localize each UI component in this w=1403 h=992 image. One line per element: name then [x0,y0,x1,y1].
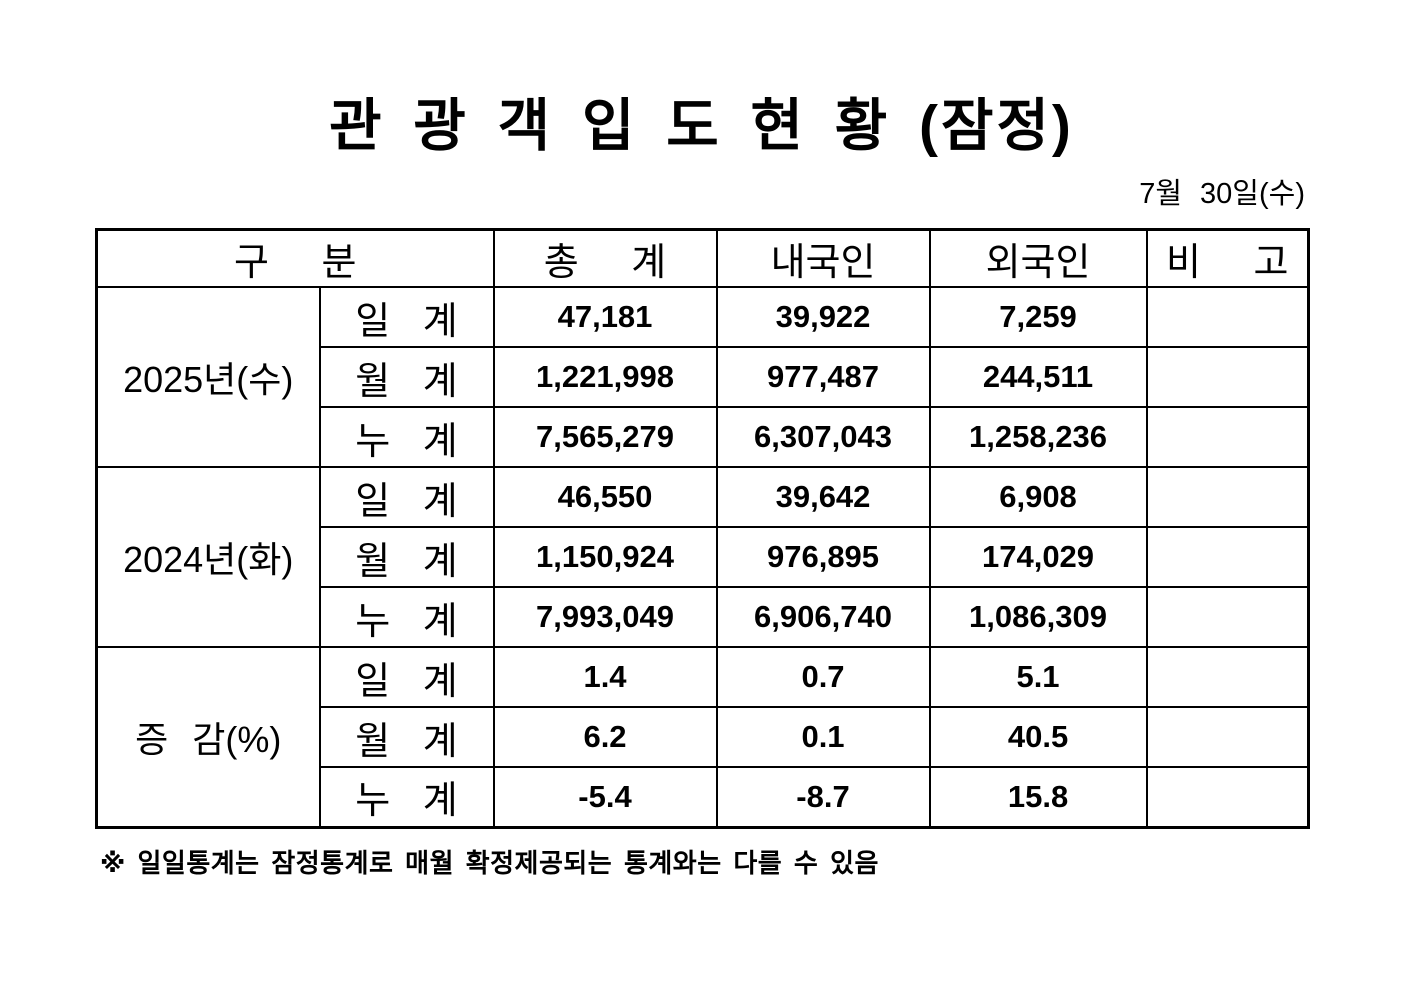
foreign-value: 5.1 [928,646,1148,708]
table-row: 월 계 1,150,924 976,895 174,029 [97,526,1310,588]
header-gubun: 구 분 [95,228,495,288]
note-cell [1145,466,1310,528]
foreign-value: 1,258,236 [928,406,1148,468]
header-note: 비 고 [1145,228,1310,288]
table-row: 누 계 7,993,049 6,906,740 1,086,309 [97,586,1310,648]
note-cell [1145,346,1310,408]
note-cell [1145,706,1310,768]
total-value: 46,550 [492,466,718,528]
table-header-row: 구 분 총 계 내국인 외국인 비 고 [95,228,1310,288]
header-total: 총 계 [492,228,718,288]
total-value: 6.2 [492,706,718,768]
table-row: 증 감(%) 일 계 1.4 0.7 5.1 [95,646,1310,828]
period-label: 누 계 [318,586,495,648]
table-row: 누 계 -5.4 -8.7 15.8 [97,766,1310,828]
note-cell [1145,286,1310,348]
domestic-value: 0.7 [715,646,931,708]
total-value: 47,181 [492,286,718,348]
note-cell [1145,526,1310,588]
domestic-value: 39,642 [715,466,931,528]
footnote: ※ 일일통계는 잠정통계로 매월 확정제공되는 통계와는 다를 수 있음 [100,847,879,878]
domestic-value: 977,487 [715,346,931,408]
tourist-arrival-table: 구 분 총 계 내국인 외국인 비 고 2025년(수) 일 계 47,181 … [95,228,1311,829]
total-value: -5.4 [492,766,718,828]
page-title: 관 광 객 입 도 현 황 (잠정) [329,94,1074,158]
foreign-value: 244,511 [928,346,1148,408]
foreign-value: 15.8 [928,766,1148,828]
header-foreign: 외국인 [928,228,1148,288]
domestic-value: 39,922 [715,286,931,348]
foreign-value: 1,086,309 [928,586,1148,648]
foreign-value: 6,908 [928,466,1148,528]
total-value: 7,993,049 [492,586,718,648]
total-value: 1,221,998 [492,346,718,408]
domestic-value: 0.1 [715,706,931,768]
table-row: 2024년(화) 일 계 46,550 39,642 6,908 [95,466,1310,648]
period-label: 월 계 [318,526,495,588]
note-cell [1145,406,1310,468]
table-row: 누 계 7,565,279 6,307,043 1,258,236 [97,406,1310,468]
total-value: 7,565,279 [492,406,718,468]
row-group-label-2024: 2024년(화) [95,466,321,648]
domestic-value: 6,307,043 [715,406,931,468]
report-date: 7월 30일(수) [1139,178,1305,210]
period-label: 누 계 [318,766,495,828]
row-group-label-2025: 2025년(수) [95,286,321,468]
foreign-value: 40.5 [928,706,1148,768]
domestic-value: -8.7 [715,766,931,828]
row-group-label-change: 증 감(%) [95,646,321,828]
table-row: 2025년(수) 일 계 47,181 39,922 7,259 [95,286,1310,468]
period-label: 누 계 [318,406,495,468]
domestic-value: 976,895 [715,526,931,588]
foreign-value: 7,259 [928,286,1148,348]
note-cell [1145,586,1310,648]
table-row: 월 계 1,221,998 977,487 244,511 [97,346,1310,408]
total-value: 1,150,924 [492,526,718,588]
period-label: 월 계 [318,706,495,768]
period-label: 월 계 [318,346,495,408]
header-domestic: 내국인 [715,228,931,288]
domestic-value: 6,906,740 [715,586,931,648]
period-label: 일 계 [318,466,495,528]
period-label: 일 계 [318,646,495,708]
total-value: 1.4 [492,646,718,708]
table-row: 월 계 6.2 0.1 40.5 [97,706,1310,768]
note-cell [1145,646,1310,708]
period-label: 일 계 [318,286,495,348]
note-cell [1145,766,1310,828]
foreign-value: 174,029 [928,526,1148,588]
